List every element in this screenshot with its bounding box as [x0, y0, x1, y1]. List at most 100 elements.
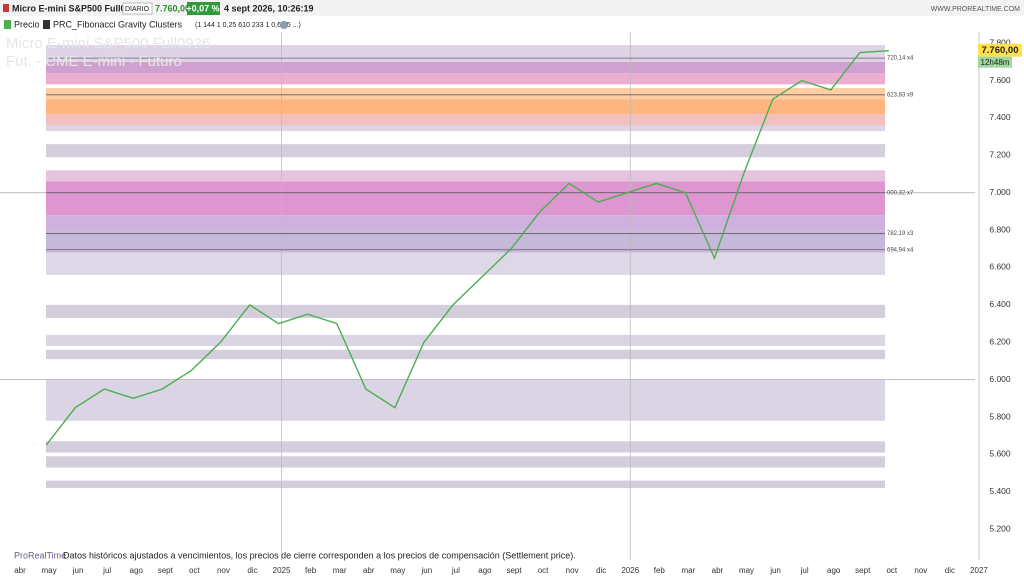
x-tick-label: sept [855, 566, 871, 575]
top-bar [0, 0, 1024, 16]
watermark: Micro E-mini S&P500 Full0926 [6, 35, 210, 52]
y-tick-label: 7.600 [989, 75, 1011, 85]
datetime: 4 sept 2026, 10:26:19 [224, 3, 314, 13]
timeframe[interactable]: DIARIO [125, 6, 150, 13]
x-tick-label: ago [130, 566, 144, 575]
countdown: 12h48m [981, 58, 1010, 67]
cluster-band [46, 230, 885, 253]
legend-params: (1 144 1 0,25 610 233 1 0,6 85 ...) [195, 22, 301, 29]
y-tick-label: 7.200 [989, 150, 1011, 160]
y-tick-label: 5.800 [989, 411, 1011, 421]
price-icon [4, 20, 11, 29]
x-tick-label: jul [800, 566, 809, 575]
y-tick-label: 7.800 [989, 37, 1011, 47]
level-label: 000,32 x7 [887, 190, 914, 196]
level-label: 720,14 x4 [887, 56, 914, 62]
x-tick-label: jun [420, 566, 432, 575]
indicator-icon [43, 20, 50, 29]
y-tick-label: 7.400 [989, 112, 1011, 122]
price-tag [978, 43, 1022, 57]
y-tick-label: 6.600 [989, 262, 1011, 272]
level-label: 782,19 x3 [887, 231, 914, 237]
cluster-band [46, 45, 885, 62]
x-tick-label: 2026 [621, 566, 639, 575]
cluster-band [46, 349, 885, 360]
cluster-band [46, 88, 885, 100]
cluster-band [46, 441, 885, 453]
x-tick-label: nov [566, 566, 579, 575]
footer-note: Datos históricos ajustados a vencimiento… [63, 550, 576, 560]
level-label: 623,83 x9 [887, 92, 914, 98]
cluster-band [46, 73, 885, 85]
cluster-band [46, 114, 885, 126]
x-tick-label: dic [596, 566, 606, 575]
x-tick-label: oct [189, 566, 200, 575]
cluster-band [46, 252, 885, 275]
cluster-band [46, 480, 885, 489]
y-tick-label: 6.400 [989, 299, 1011, 309]
cluster-band [46, 304, 885, 318]
last-price: 7.760,00 [155, 3, 190, 13]
change: +0,07 % [186, 3, 219, 13]
countdown-box [978, 56, 1012, 68]
x-tick-label: dic [247, 566, 257, 575]
cluster-band [46, 144, 885, 158]
cluster-band [46, 99, 885, 115]
x-tick-label: feb [305, 566, 317, 575]
cluster-band [46, 61, 885, 74]
y-tick-label: 5.200 [989, 523, 1011, 533]
x-tick-label: abr [14, 566, 26, 575]
watermark: Fut. - CME E-mini - Futuro [6, 53, 182, 70]
legend-price[interactable]: Precio [14, 19, 40, 29]
x-tick-label: nov [217, 566, 230, 575]
cluster-band [46, 379, 885, 421]
site: WWW.PROREALTIME.COM [931, 6, 1020, 13]
price-tag-label: 7.760,00 [982, 45, 1019, 56]
x-tick-label: oct [886, 566, 897, 575]
y-tick-label: 5.400 [989, 486, 1011, 496]
cluster-band [46, 215, 885, 231]
plot: 720,14 x4 623,83 x9 000,32 x7 782,19 x3 694,… [0, 32, 1022, 575]
x-tick-label: ago [827, 566, 841, 575]
x-tick-label: mar [681, 566, 695, 575]
cluster-band [46, 125, 885, 132]
close-icon[interactable] [280, 21, 288, 29]
x-tick-label: abr [363, 566, 375, 575]
y-tick-label: 7.000 [989, 187, 1011, 197]
x-tick-label: jul [102, 566, 111, 575]
legend-indicator[interactable]: PRC_Fibonacci Gravity Clusters [53, 19, 183, 29]
x-tick-label: mar [333, 566, 347, 575]
x-tick-label: abr [712, 566, 724, 575]
x-tick-label: sept [506, 566, 522, 575]
cluster-band [46, 334, 885, 346]
level-label: 694,94 x4 [887, 247, 914, 253]
x-tick-label: sept [158, 566, 174, 575]
x-tick-label: may [390, 566, 405, 575]
x-tick-label: nov [914, 566, 927, 575]
instrument: Micro E-mini S&P500 Full0926 [12, 3, 141, 13]
y-tick-label: 6.800 [989, 224, 1011, 234]
x-tick-label: may [41, 566, 56, 575]
footer-brand: ProRealTime [14, 550, 66, 560]
y-tick-label: 5.600 [989, 449, 1011, 459]
x-tick-label: may [739, 566, 754, 575]
price-line [45, 50, 889, 446]
timeframe-box[interactable] [122, 2, 153, 15]
change-box [187, 2, 220, 15]
cluster-band [46, 456, 885, 468]
x-tick-label: 2025 [273, 566, 291, 575]
x-tick-label: jul [451, 566, 460, 575]
x-tick-label: jun [72, 566, 84, 575]
y-tick-label: 6.200 [989, 337, 1011, 347]
x-tick-label: feb [654, 566, 666, 575]
x-tick-label: jun [769, 566, 781, 575]
y-tick-label: 6.000 [989, 374, 1011, 384]
logo [3, 4, 9, 12]
cluster-band [46, 170, 885, 182]
x-tick-label: ago [478, 566, 492, 575]
x-tick-label: oct [538, 566, 549, 575]
cluster-band [46, 181, 885, 216]
x-tick-label: dic [945, 566, 955, 575]
x-tick-label: 2027 [970, 566, 988, 575]
